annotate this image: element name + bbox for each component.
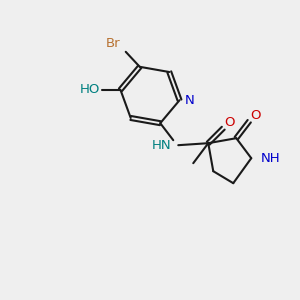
Text: O: O: [250, 109, 260, 122]
Text: HN: HN: [152, 139, 171, 152]
Text: O: O: [224, 116, 235, 129]
Text: Br: Br: [105, 37, 120, 50]
Text: HO: HO: [79, 83, 100, 96]
Text: N: N: [184, 94, 194, 107]
Text: NH: NH: [260, 152, 280, 165]
